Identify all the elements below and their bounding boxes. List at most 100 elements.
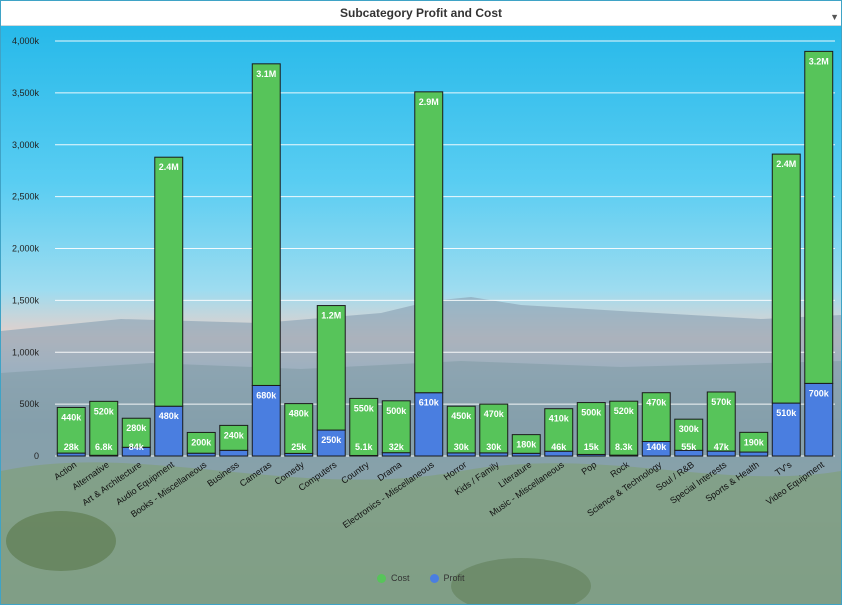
data-label-cost: 1.2M (321, 311, 341, 321)
y-tick-label: 2,500k (12, 192, 40, 202)
legend-label-cost: Cost (391, 573, 410, 583)
data-label-cost: 240k (224, 430, 245, 440)
data-label-profit: 8.3k (615, 442, 634, 452)
data-label-cost: 500k (386, 406, 407, 416)
y-tick-label: 3,000k (12, 140, 40, 150)
legend-label-profit: Profit (443, 573, 465, 583)
data-label-cost: 300k (679, 424, 700, 434)
bar-cost (609, 400, 639, 456)
y-tick-label: 3,500k (12, 88, 40, 98)
data-label-cost: 520k (614, 406, 635, 416)
chevron-down-icon[interactable]: ▼ (830, 12, 839, 22)
data-label-profit: 30k (454, 442, 470, 452)
x-tick-label: Pop (580, 459, 599, 476)
x-tick-label: Action (52, 459, 78, 482)
x-tick-label: TV's (773, 459, 794, 478)
data-label-cost: 280k (126, 423, 147, 433)
data-label-cost: 3.1M (256, 69, 276, 79)
data-label-profit: 5.1k (355, 442, 374, 452)
data-label-profit: 140k (646, 442, 667, 452)
data-label-cost: 570k (711, 397, 732, 407)
data-label-profit: 55k (681, 442, 697, 452)
data-label-cost: 410k (549, 414, 570, 424)
bar-cost (479, 403, 509, 454)
legend-swatch-cost (377, 573, 386, 583)
bar-cost (804, 50, 834, 384)
bar-cost (641, 392, 671, 442)
data-label-cost: 450k (451, 411, 472, 421)
chart-title: Subcategory Profit and Cost (339, 6, 503, 20)
bar-cost (674, 418, 704, 451)
data-label-profit: 46k (551, 442, 567, 452)
x-tick-label: Drama (376, 459, 404, 483)
x-tick-label: Video Equipment (764, 459, 826, 507)
data-label-profit: 25k (291, 442, 307, 452)
data-label-cost: 190k (744, 437, 765, 447)
bar-profit (219, 449, 249, 457)
data-label-cost: 2.4M (159, 162, 179, 172)
bar-cost (89, 400, 119, 456)
x-tick-label: Country (339, 459, 371, 486)
x-tick-label: Cameras (238, 459, 274, 488)
bar-profit (739, 451, 769, 457)
bar-cost (576, 402, 606, 455)
bar-cost (511, 434, 541, 454)
legend-item-profit[interactable]: Profit (429, 573, 465, 583)
data-label-profit: 480k (159, 411, 180, 421)
data-label-profit: 30k (486, 442, 502, 452)
x-tick-label: Horror (442, 459, 469, 482)
legend-swatch-profit (429, 573, 439, 583)
data-label-cost: 500k (581, 408, 602, 418)
bar-cost (446, 405, 476, 454)
data-label-profit: 700k (809, 388, 830, 398)
bar-cost (316, 305, 346, 431)
data-label-profit: 680k (256, 390, 277, 400)
bar-cost (284, 403, 314, 454)
bar-profit (251, 384, 281, 457)
data-label-profit: 28k (64, 442, 80, 452)
bar-cost (706, 391, 736, 452)
data-label-profit: 32k (389, 442, 405, 452)
legend: Cost Profit (377, 573, 465, 583)
legend-item-cost[interactable]: Cost (377, 573, 410, 583)
data-label-cost: 200k (191, 437, 212, 447)
data-label-profit: 610k (419, 398, 440, 408)
bar-cost (154, 156, 184, 407)
data-label-cost: 180k (516, 440, 537, 450)
y-tick-label: 1,500k (12, 295, 40, 305)
data-label-profit: 510k (776, 408, 797, 418)
data-label-profit: 15k (584, 442, 600, 452)
data-label-cost: 470k (484, 409, 505, 419)
data-label-profit: 6.8k (95, 442, 114, 452)
bar-cost (121, 417, 151, 448)
bar-cost (414, 91, 444, 394)
y-tick-label: 1,000k (12, 347, 40, 357)
data-label-cost: 2.9M (419, 97, 439, 107)
bar-profit (414, 392, 444, 457)
bar-cost (544, 408, 574, 452)
data-label-cost: 520k (94, 406, 115, 416)
bar-profit (804, 382, 834, 457)
y-tick-label: 500k (19, 399, 39, 409)
x-tick-label: Business (205, 459, 241, 488)
y-tick-label: 2,000k (12, 244, 40, 254)
bar-cost (251, 63, 281, 386)
data-label-profit: 47k (714, 442, 730, 452)
bar-cost (186, 431, 216, 454)
bar-cost (381, 400, 411, 454)
data-label-cost: 550k (354, 403, 375, 413)
data-label-cost: 480k (289, 409, 310, 419)
data-label-cost: 440k (61, 412, 82, 422)
bar-cost (771, 153, 801, 404)
bar-cost (349, 397, 379, 456)
y-tick-label: 0 (34, 451, 39, 461)
chart-title-bar: Subcategory Profit and Cost ▼ (1, 1, 841, 26)
x-tick-label: Rock (608, 459, 631, 479)
data-label-profit: 250k (321, 435, 342, 445)
data-label-cost: 3.2M (809, 56, 829, 66)
bar-cost (739, 431, 769, 453)
x-tick-label: Special Interests (668, 459, 729, 506)
data-label-cost: 2.4M (776, 159, 796, 169)
